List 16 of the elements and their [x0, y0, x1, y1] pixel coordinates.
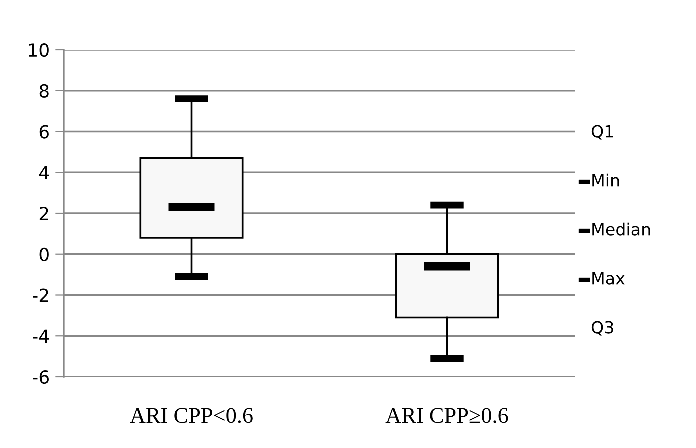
x-tick-label: ARI CPP≥0.6 — [386, 408, 508, 424]
text: Q3 — [592, 321, 614, 336]
y-tick-label: 4 — [40, 166, 50, 180]
text: Q1 — [592, 125, 614, 140]
y-tick-label: 8 — [40, 84, 49, 98]
y-tick-label: -4 — [32, 330, 50, 343]
x-tick-label: ARI CPP<0.6 — [130, 408, 253, 424]
y-tick-label: 0 — [40, 248, 49, 262]
y-tick-label: 6 — [40, 125, 49, 139]
y-tick-label: 2 — [40, 206, 48, 220]
text: Median — [592, 222, 650, 236]
y-tick-label: -6 — [32, 370, 49, 384]
text: Min — [592, 174, 620, 187]
text: Max — [592, 272, 625, 285]
y-tick-label: 10 — [29, 43, 49, 58]
y-tick-label: -2 — [32, 288, 48, 302]
